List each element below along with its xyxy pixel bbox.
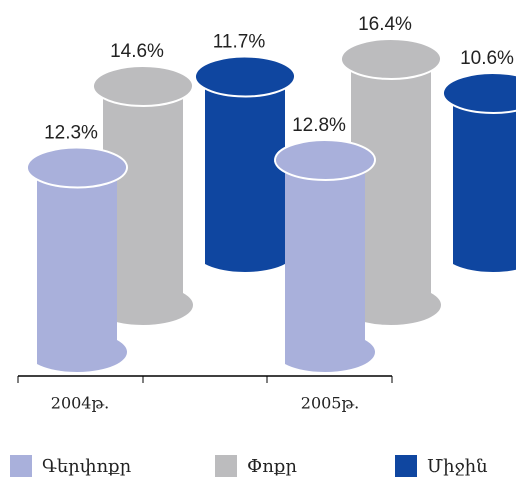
cylinder xyxy=(205,64,295,272)
legend-swatch xyxy=(395,455,417,477)
cylinder-top xyxy=(194,55,296,98)
cylinder xyxy=(453,105,516,272)
data-label: 11.7% xyxy=(213,32,266,53)
data-label: 16.4% xyxy=(358,14,412,35)
data-label: 10.6% xyxy=(460,48,514,69)
data-label: 12.8% xyxy=(292,115,346,136)
legend-swatch xyxy=(10,455,32,477)
cylinder-top xyxy=(442,72,516,114)
data-label: 12.3% xyxy=(44,123,98,144)
cylinder xyxy=(285,148,375,372)
legend-swatch xyxy=(215,455,237,477)
legend-label: Գերփոքր xyxy=(42,456,132,477)
cylinder xyxy=(37,155,127,372)
cylinder-top xyxy=(340,38,442,80)
legend-label: Միջին xyxy=(427,456,488,477)
data-label: 14.6% xyxy=(110,41,164,62)
cylinder-top xyxy=(92,65,194,107)
cylinder xyxy=(103,74,193,325)
cylinder xyxy=(351,47,441,325)
cylinder-top xyxy=(274,139,376,181)
x-tick-label: 2005թ. xyxy=(301,394,359,413)
legend-label: Փոքր xyxy=(247,456,297,477)
x-tick-label: 2004թ. xyxy=(51,394,109,413)
cylinder-top xyxy=(26,146,128,189)
